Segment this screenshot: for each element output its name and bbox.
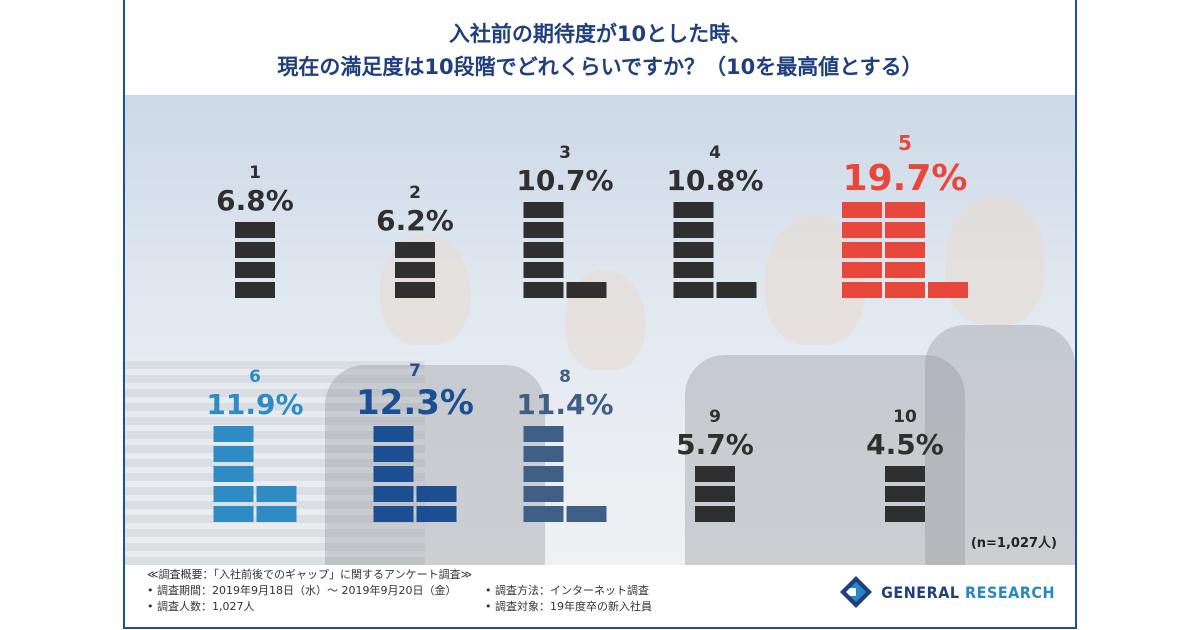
bar-block-2-2 [395,262,435,278]
category-label-10: 10 [893,407,917,427]
bar-block-7-5 [373,426,414,442]
value-label-4: 10.8% [666,164,763,197]
survey-target: • 調査対象：19年度卒の新入社員 [485,600,652,613]
bar-block-1-4 [235,222,275,238]
category-label-6: 6 [249,367,261,387]
bar-block-4-4 [673,222,714,238]
bar-block-5-1 [842,282,882,298]
category-label-3: 3 [559,143,571,163]
value-label-2: 6.2% [376,204,454,237]
bar-block-6-1 [213,506,254,522]
bar-block-5-2 [842,262,882,278]
bar-block-2-3 [395,242,435,258]
bar-block-6-2 [213,486,254,502]
bar-block-4-5 [673,202,714,218]
bar-block-6-6 [256,506,297,522]
bar-block-7-4 [373,446,414,462]
category-label-1: 1 [249,163,261,183]
logo-word-research: RESEARCH [965,582,1055,602]
bar-block-8-5 [523,426,564,442]
bar-block-3-2 [523,262,564,278]
bar-block-1-2 [235,262,275,278]
value-label-9: 5.7% [676,428,754,461]
bar-block-5-6 [885,282,925,298]
bar-block-6-3 [213,466,254,482]
bar-block-8-4 [523,446,564,462]
bar-block-7-7 [416,486,457,502]
sample-size-note: (n=1,027人) [970,536,1057,551]
bar-block-3-3 [523,242,564,258]
bar-block-7-6 [416,506,457,522]
logo-word-general: GENERAL [881,582,960,602]
value-label-1: 6.8% [216,184,294,217]
background-suit [925,325,1075,565]
bar-block-9-3 [695,466,735,482]
bar-block-2-1 [395,282,435,298]
bar-block-4-2 [673,262,714,278]
bar-block-10-2 [885,486,925,502]
bar-block-9-1 [695,506,735,522]
bar-block-4-1 [673,282,714,298]
category-label-8: 8 [559,367,571,387]
bar-block-3-5 [523,202,564,218]
survey-count: • 調査人数：1,027人 [147,600,255,613]
category-label-4: 4 [709,143,721,163]
bar-block-3-6 [566,282,607,298]
value-label-8: 11.4% [516,388,613,421]
background-suit [325,365,545,565]
bar-block-5-9 [885,222,925,238]
bar-block-6-5 [213,426,254,442]
category-label-5: 5 [898,131,912,155]
category-label-7: 7 [409,361,421,381]
value-label-6: 11.9% [206,388,303,421]
bar-block-5-5 [842,202,882,218]
chart-title-line-2: 現在の満足度は10段階でどれくらいですか？（10を最高値とする） [277,55,923,79]
bar-block-8-1 [523,506,564,522]
bar-block-3-4 [523,222,564,238]
company-logo: GENERAL RESEARCH [839,575,1055,609]
logo-wordmark: GENERAL RESEARCH [881,583,1055,602]
bar-block-5-3 [842,242,882,258]
chart-title: 入社前の期待度が10とした時、 現在の満足度は10段階でどれくらいですか？（10… [125,18,1075,84]
survey-notes-header: ≪調査概要：「入社前後でのギャップ」に関するアンケート調査≫ [147,568,473,581]
survey-method: • 調査方法：インターネット調査 [485,584,649,597]
bar-block-6-7 [256,486,297,502]
bar-block-10-1 [885,506,925,522]
bar-block-8-6 [566,506,607,522]
value-label-10: 4.5% [866,428,944,461]
background-suit [685,355,965,565]
survey-period: • 調査期間：2019年9月18日（水）～ 2019年9月20日（金） [147,584,457,597]
bar-block-6-4 [213,446,254,462]
bar-block-5-8 [885,242,925,258]
bar-block-10-3 [885,466,925,482]
bar-block-7-2 [373,486,414,502]
bar-block-1-3 [235,242,275,258]
bar-block-1-1 [235,282,275,298]
bar-block-7-3 [373,466,414,482]
value-label-3: 10.7% [516,164,613,197]
bar-block-7-1 [373,506,414,522]
background-person [945,195,1045,325]
category-label-9: 9 [709,407,721,427]
bar-block-4-6 [716,282,757,298]
infographic-card: 入社前の期待度が10とした時、 現在の満足度は10段階でどれくらいですか？（10… [123,0,1077,629]
bar-block-3-1 [523,282,564,298]
bar-block-9-2 [695,486,735,502]
bar-block-5-7 [885,262,925,278]
general-research-logo-icon [840,576,873,608]
bar-block-4-3 [673,242,714,258]
value-label-5: 19.7% [843,158,968,199]
value-label-7: 12.3% [356,383,474,423]
survey-notes: ≪調査概要：「入社前後でのギャップ」に関するアンケート調査≫ • 調査期間：20… [147,567,652,615]
bar-block-8-3 [523,466,564,482]
bar-block-8-2 [523,486,564,502]
bar-block-5-11 [928,282,968,298]
chart-title-line-1: 入社前の期待度が10とした時、 [448,22,752,46]
bar-block-5-10 [885,202,925,218]
bar-block-5-4 [842,222,882,238]
category-label-2: 2 [409,183,421,203]
bar-chart: 6.8%1 6.2%2 10.7%3 10.8%4 19.7% 5 11.9%6 12.3%7… [206,131,968,522]
